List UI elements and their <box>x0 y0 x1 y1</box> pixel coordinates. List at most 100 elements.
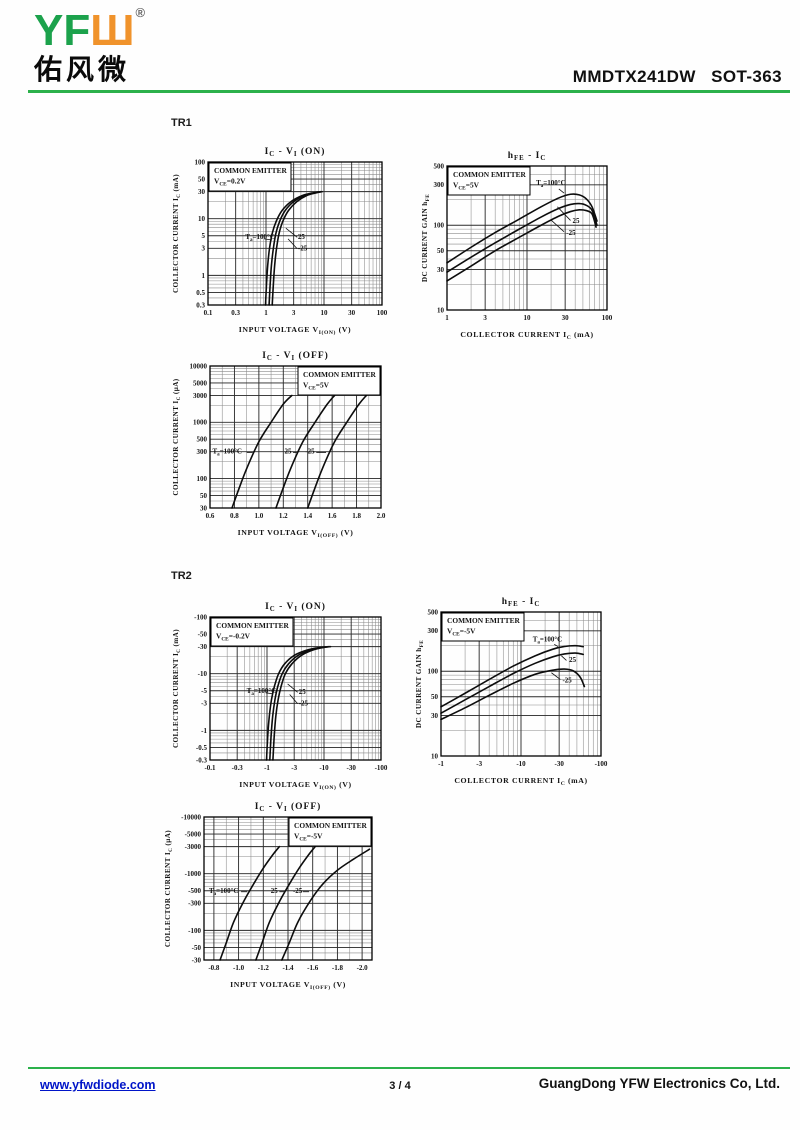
svg-text:Ta=100°C: Ta=100°C <box>209 887 239 897</box>
svg-text:5: 5 <box>202 232 206 240</box>
svg-text:1: 1 <box>202 272 206 280</box>
curve-tr1-hfe-ic <box>446 208 597 282</box>
svg-text:-1.2: -1.2 <box>258 964 270 972</box>
svg-text:0.3: 0.3 <box>196 301 205 309</box>
svg-text:-500: -500 <box>188 887 201 895</box>
svg-text:-10: -10 <box>319 764 329 772</box>
svg-text:-100: -100 <box>595 760 608 768</box>
svg-text:-30: -30 <box>192 956 202 964</box>
svg-text:2.0: 2.0 <box>377 512 386 520</box>
svg-text:COLLECTOR CURRENT IC (mA): COLLECTOR CURRENT IC (mA) <box>460 330 593 341</box>
curve-tr2-ic-vi-off <box>219 845 281 961</box>
svg-text:-10000: -10000 <box>181 813 201 821</box>
svg-text:1.4: 1.4 <box>303 512 312 520</box>
svg-text:-25: -25 <box>305 447 315 455</box>
company-name: GuangDong YFW Electronics Co, Ltd. <box>538 1076 780 1091</box>
svg-text:-5: -5 <box>201 687 207 695</box>
svg-text:COMMON EMITTER: COMMON EMITTER <box>214 166 288 175</box>
svg-text:COMMON EMITTER: COMMON EMITTER <box>453 170 527 179</box>
svg-text:DC CURRENT GAIN hFE: DC CURRENT GAIN hFE <box>421 194 431 282</box>
svg-text:-25: -25 <box>299 699 309 707</box>
svg-text:-0.8: -0.8 <box>208 964 220 972</box>
svg-text:VCE=-0.2V: VCE=-0.2V <box>216 632 251 643</box>
svg-text:25: 25 <box>285 447 293 455</box>
svg-text:25: 25 <box>298 233 306 241</box>
svg-text:100: 100 <box>434 222 445 230</box>
svg-text:Ta=100°C: Ta=100°C <box>536 179 566 189</box>
curve-tr2-ic-vi-off <box>281 848 371 961</box>
footer-divider <box>28 1067 790 1069</box>
svg-text:-100: -100 <box>188 927 201 935</box>
svg-text:Ta=100°C: Ta=100°C <box>247 687 277 697</box>
svg-text:1.8: 1.8 <box>352 512 361 520</box>
svg-text:-50: -50 <box>192 944 202 952</box>
svg-text:30: 30 <box>348 309 356 317</box>
curve-tr1-hfe-ic <box>446 193 598 264</box>
svg-text:30: 30 <box>198 188 206 196</box>
curve-tr2-ic-vi-off <box>255 845 316 961</box>
svg-text:COLLECTOR CURRENT IC (mA): COLLECTOR CURRENT IC (mA) <box>172 629 182 748</box>
curve-tr2-hfe-ic <box>440 668 586 721</box>
svg-text:-1.0: -1.0 <box>233 964 245 972</box>
svg-text:10: 10 <box>431 752 439 760</box>
svg-text:VCE=-5V: VCE=-5V <box>447 627 476 638</box>
svg-text:VCE=-5V: VCE=-5V <box>294 832 323 843</box>
svg-text:-1.8: -1.8 <box>332 964 344 972</box>
svg-text:-300: -300 <box>188 900 201 908</box>
svg-text:1: 1 <box>445 314 449 322</box>
logo-chinese-text: 佑风微 <box>34 54 131 85</box>
svg-text:-3: -3 <box>291 764 297 772</box>
svg-text:30: 30 <box>437 266 445 274</box>
chart-tr1-ic-vi-off: COMMON EMITTER VCE=5V 0.6 0.8 1.0 1.2 1.4 1.6 1.… <box>172 350 386 539</box>
svg-text:VCE=5V: VCE=5V <box>453 181 480 192</box>
svg-text:-1000: -1000 <box>185 870 202 878</box>
svg-text:IC - VI (ON): IC - VI (ON) <box>265 146 326 158</box>
chart-tr1-hfe-ic: COMMON EMITTER VCE=5V 1 3 10 30 100 500 300 100 50… <box>421 151 613 341</box>
website-link[interactable]: www.yfwdiode.com <box>40 1078 156 1092</box>
svg-text:-5000: -5000 <box>185 830 202 838</box>
svg-text:-2.0: -2.0 <box>357 964 369 972</box>
svg-text:DC CURRENT GAIN hFE: DC CURRENT GAIN hFE <box>415 640 425 728</box>
svg-text:IC - VI (ON): IC - VI (ON) <box>265 601 326 613</box>
svg-text:INPUT VOLTAGE VI(OFF) (V): INPUT VOLTAGE VI(OFF) (V) <box>238 528 354 539</box>
svg-text:50: 50 <box>200 492 208 500</box>
svg-text:-25: -25 <box>298 244 308 252</box>
svg-text:Ta=100°C: Ta=100°C <box>533 635 563 645</box>
svg-text:-0.1: -0.1 <box>204 764 216 772</box>
svg-text:-100: -100 <box>194 613 207 621</box>
curve-tr1-hfe-ic <box>446 202 598 273</box>
svg-text:-10: -10 <box>198 670 208 678</box>
curve-tr2-hfe-ic <box>440 644 585 708</box>
svg-text:-3: -3 <box>201 700 207 708</box>
svg-text:-0.5: -0.5 <box>196 744 208 752</box>
svg-text:10: 10 <box>524 314 532 322</box>
svg-text:3000: 3000 <box>193 392 208 400</box>
svg-text:100: 100 <box>428 668 439 676</box>
svg-text:5000: 5000 <box>193 379 208 387</box>
svg-text:1.6: 1.6 <box>328 512 337 520</box>
svg-text:COMMON EMITTER: COMMON EMITTER <box>303 370 377 379</box>
svg-text:-25: -25 <box>562 676 572 684</box>
svg-text:-3: -3 <box>476 760 482 768</box>
svg-text:-1.6: -1.6 <box>307 964 319 972</box>
page-number: 3 / 4 <box>389 1080 411 1092</box>
svg-text:-1: -1 <box>201 727 207 735</box>
svg-text:0.1: 0.1 <box>204 309 213 317</box>
svg-text:1.2: 1.2 <box>279 512 288 520</box>
curve-tr2-hfe-ic <box>440 652 585 714</box>
svg-text:0.8: 0.8 <box>230 512 239 520</box>
svg-text:Ta=100°C: Ta=100°C <box>212 447 242 457</box>
curve-tr1-ic-vi-off <box>275 394 336 509</box>
svg-text:COLLECTOR CURRENT IC (μA): COLLECTOR CURRENT IC (μA) <box>172 378 182 495</box>
svg-text:25: 25 <box>569 656 577 664</box>
chart-tr2-ic-vi-off: COMMON EMITTER VCE=-5V -0.8 -1.0 -1.2 -1.4 -1.… <box>164 801 373 991</box>
chart-tr2-hfe-ic: COMMON EMITTER VCE=-5V -1 -3 -10 -30 -100 500 30… <box>415 597 608 787</box>
svg-text:10000: 10000 <box>190 362 208 370</box>
header-divider <box>28 90 790 93</box>
svg-text:-3000: -3000 <box>185 843 202 851</box>
svg-text:30: 30 <box>200 504 208 512</box>
svg-text:IC - VI (OFF): IC - VI (OFF) <box>255 801 322 813</box>
svg-text:-1: -1 <box>438 760 444 768</box>
svg-text:30: 30 <box>431 712 439 720</box>
